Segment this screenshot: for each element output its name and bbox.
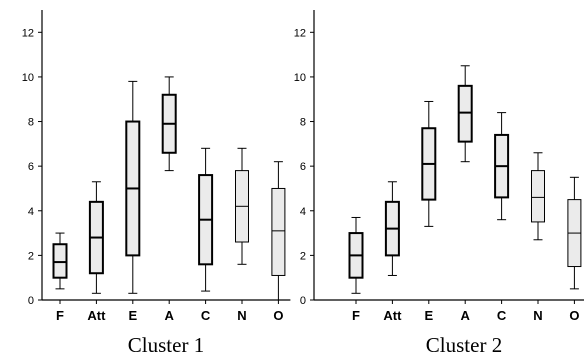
box-F: F xyxy=(52,232,68,323)
x-tick-label: A xyxy=(461,308,471,323)
panel-title: Cluster 2 xyxy=(426,333,502,357)
y-tick-label: 10 xyxy=(294,72,306,84)
box-Att: Att xyxy=(87,181,106,323)
x-tick-label: N xyxy=(237,308,246,323)
x-tick-label: F xyxy=(56,308,64,323)
x-tick-label: O xyxy=(273,308,283,323)
y-tick-label: 0 xyxy=(300,295,306,307)
x-tick-label: C xyxy=(497,308,507,323)
x-tick-label: A xyxy=(165,308,175,323)
y-tick-label: 2 xyxy=(28,250,34,262)
y-tick-label: 8 xyxy=(28,117,34,129)
iqr-box xyxy=(531,170,545,223)
box-O: O xyxy=(567,176,582,323)
box-A: A xyxy=(457,65,473,323)
iqr-box xyxy=(271,187,286,276)
y-tick-label: 12 xyxy=(294,27,306,39)
y-tick-label: 12 xyxy=(22,27,34,39)
box-F: F xyxy=(348,216,364,323)
y-tick-label: 4 xyxy=(28,206,34,218)
y-tick-label: 8 xyxy=(300,117,306,129)
box-E: E xyxy=(125,80,141,323)
y-tick-label: 2 xyxy=(300,250,306,262)
x-tick-label: F xyxy=(352,308,360,323)
y-tick-label: 6 xyxy=(28,161,34,173)
box-C: C xyxy=(198,147,214,323)
box-Att: Att xyxy=(383,181,402,323)
x-tick-label: Att xyxy=(383,308,402,323)
x-tick-label: E xyxy=(128,308,137,323)
x-tick-label: E xyxy=(424,308,433,323)
box-N: N xyxy=(531,152,545,323)
y-tick-label: 4 xyxy=(300,206,306,218)
box-O: O xyxy=(271,161,286,323)
panel-title: Cluster 1 xyxy=(128,333,204,357)
y-tick-label: 0 xyxy=(28,295,34,307)
chart-panel-1: 0 2 4 6 8 10 12 F Att E A C N O Cluster 1 xyxy=(22,10,291,357)
box-A: A xyxy=(161,76,177,323)
box-E: E xyxy=(421,100,437,323)
x-tick-label: Att xyxy=(87,308,106,323)
chart-panel-2: 0 2 4 6 8 10 12 F Att E A C N O Cluster 2 xyxy=(294,10,584,357)
box-N: N xyxy=(235,147,249,323)
x-tick-label: O xyxy=(569,308,579,323)
iqr-box xyxy=(52,243,68,279)
x-tick-label: C xyxy=(201,308,211,323)
x-tick-label: N xyxy=(533,308,542,323)
y-tick-label: 6 xyxy=(300,161,306,173)
iqr-box xyxy=(457,84,473,143)
y-tick-label: 10 xyxy=(22,72,34,84)
box-C: C xyxy=(494,112,510,323)
